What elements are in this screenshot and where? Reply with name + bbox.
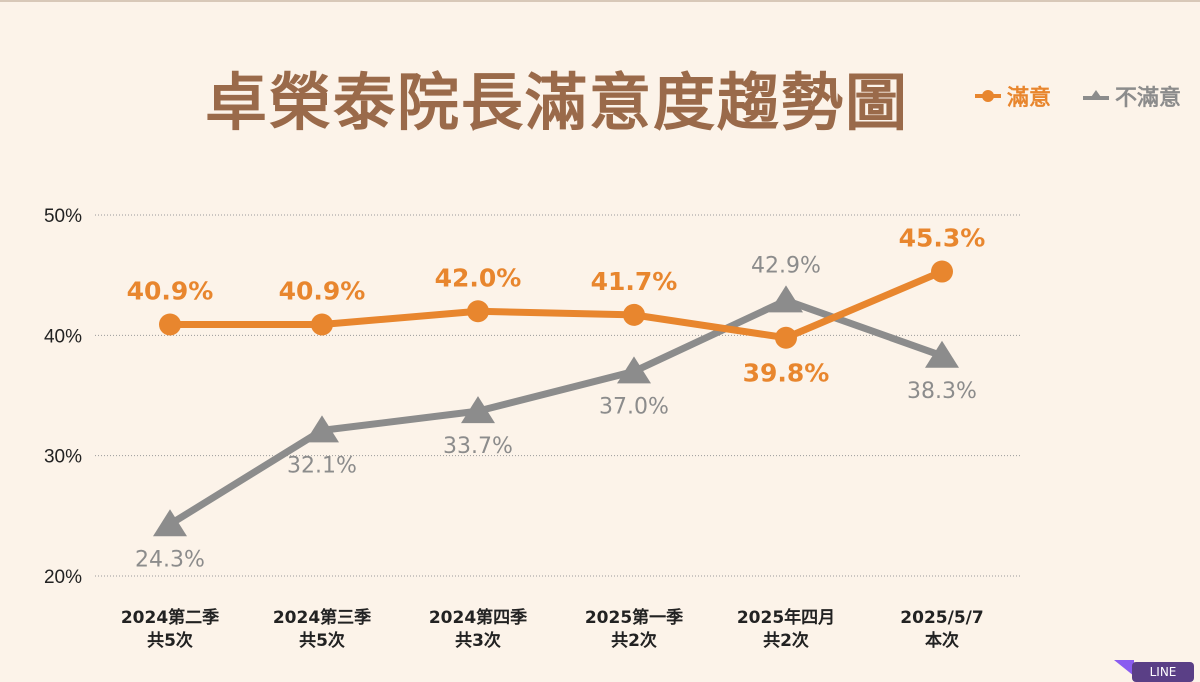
x-tick-sublabel: 共2次 — [611, 630, 657, 651]
x-tick-sublabel: 共2次 — [763, 630, 809, 651]
x-tick-label: 2025年四月 — [737, 607, 835, 628]
y-tick-label: 20% — [44, 567, 82, 588]
y-tick-label: 30% — [44, 447, 82, 468]
data-label: 41.7% — [591, 267, 678, 296]
x-tick-label: 2025第一季 — [585, 607, 683, 628]
circle-marker-icon — [975, 90, 1001, 102]
data-label: 32.1% — [287, 453, 357, 478]
data-point — [931, 260, 953, 283]
legend-dissatisfied: 不滿意 — [1083, 80, 1181, 112]
data-point — [623, 303, 645, 326]
y-tick-label: 50% — [44, 206, 82, 227]
data-point — [769, 285, 803, 313]
line-logo: LINE — [1132, 662, 1194, 682]
data-label: 37.0% — [599, 394, 669, 419]
data-point — [153, 509, 187, 537]
legend-satisfied: 滿意 — [975, 80, 1051, 112]
x-tick-sublabel: 共3次 — [455, 630, 501, 651]
y-tick-label: 40% — [44, 326, 82, 347]
data-label: 38.3% — [907, 379, 977, 404]
series-line-dissatisfied — [168, 296, 944, 528]
data-point — [467, 300, 489, 323]
data-label: 33.7% — [443, 434, 513, 459]
data-point — [925, 340, 959, 368]
data-label: 39.8% — [743, 359, 830, 388]
data-label: 45.3% — [899, 224, 986, 253]
x-tick-label: 2025/5/7 — [900, 608, 983, 628]
x-tick-label: 2024第二季 — [121, 607, 219, 628]
legend-label: 滿意 — [1007, 86, 1052, 111]
x-tick-label: 2024第四季 — [429, 607, 527, 628]
triangle-marker-icon — [1083, 90, 1109, 100]
data-point — [617, 356, 651, 384]
data-point — [311, 313, 333, 336]
chart-title: 卓榮泰院長滿意度趨勢圖 — [205, 66, 910, 139]
data-label: 40.9% — [127, 277, 214, 306]
data-label: 42.9% — [751, 253, 821, 278]
x-tick-sublabel: 共5次 — [299, 630, 345, 651]
x-tick-label: 2024第三季 — [273, 607, 371, 628]
data-point — [159, 313, 181, 336]
x-tick-sublabel: 本次 — [925, 630, 959, 651]
top-border — [0, 0, 1200, 2]
data-label: 40.9% — [279, 277, 366, 306]
data-point — [775, 326, 797, 349]
data-point — [305, 415, 339, 443]
data-label: 42.0% — [435, 263, 522, 292]
x-tick-sublabel: 共5次 — [147, 630, 193, 651]
legend-label: 不滿意 — [1115, 86, 1182, 111]
data-point — [461, 396, 495, 424]
watermark-corner — [1114, 660, 1134, 676]
series-line-satisfied — [170, 268, 944, 342]
data-label: 24.3% — [135, 547, 205, 572]
